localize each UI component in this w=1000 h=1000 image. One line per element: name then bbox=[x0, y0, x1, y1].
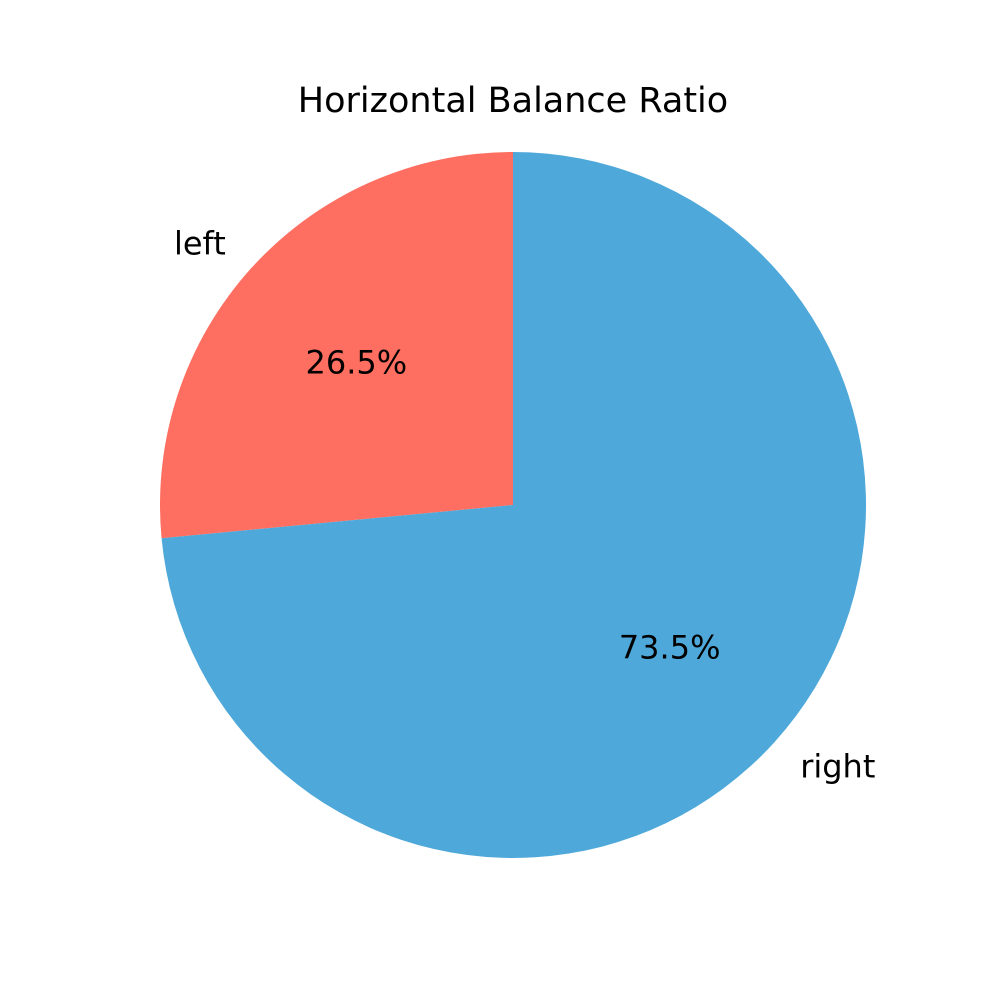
pie-slice-right bbox=[161, 152, 866, 858]
slice-label-left: left bbox=[174, 225, 226, 263]
pie-slices bbox=[159, 152, 866, 858]
pct-label-right: 73.5% bbox=[619, 629, 721, 667]
pie-labels: left 26.5% right 73.5% bbox=[174, 225, 875, 786]
pie-slice-left bbox=[159, 152, 513, 539]
slice-label-right: right bbox=[800, 747, 875, 785]
chart-title: Horizontal Balance Ratio bbox=[298, 81, 728, 121]
pct-label-left: 26.5% bbox=[306, 343, 408, 381]
